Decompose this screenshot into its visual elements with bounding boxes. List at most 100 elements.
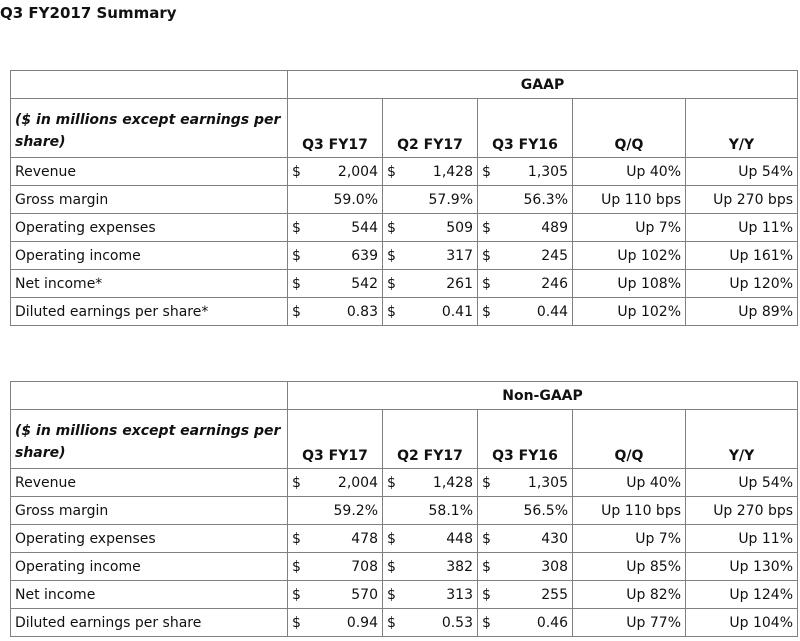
row-label: Operating expenses: [10, 524, 288, 553]
value: 261: [446, 275, 473, 292]
value: 245: [541, 247, 568, 264]
value: 382: [446, 558, 473, 575]
currency-symbol: $: [387, 474, 396, 491]
row-label: Gross margin: [10, 185, 288, 214]
currency-symbol: $: [387, 163, 396, 180]
value-cell: $0.41: [382, 297, 478, 326]
value-cell: 58.1%: [382, 496, 478, 525]
qq-change: Up 82%: [572, 580, 686, 609]
value: 448: [446, 530, 473, 547]
value: 544: [351, 219, 378, 236]
value: 58.1%: [428, 502, 473, 519]
table-row: Operating income $639 $317 $245 Up 102% Up 16…: [10, 241, 798, 270]
value: 57.9%: [428, 191, 473, 208]
row-label: Net income: [10, 580, 288, 609]
table-row: Operating income $708 $382 $308 Up 85% Up 130…: [10, 552, 799, 581]
value: 0.46: [536, 614, 568, 631]
row-label: Diluted earnings per share: [10, 608, 288, 637]
col-yy: Y/Y: [684, 409, 799, 469]
qq-change: Up 102%: [572, 297, 686, 326]
currency-symbol: $: [482, 474, 491, 491]
qq-change: Up 110 bps: [572, 496, 686, 525]
col-q2fy17: Q2 FY17: [382, 409, 478, 469]
table-row: Diluted earnings per share* $0.83 $0.41 $0.…: [10, 297, 798, 326]
value-cell: $1,305: [477, 157, 573, 186]
currency-symbol: $: [292, 530, 301, 547]
nongaap-heading: Non-GAAP: [286, 381, 799, 410]
value: 313: [446, 586, 473, 603]
yy-change: Up 270 bps: [684, 496, 799, 525]
value: 59.0%: [333, 191, 378, 208]
value-cell: $542: [287, 269, 383, 298]
yy-change: Up 270 bps: [685, 185, 798, 214]
value: 0.44: [536, 303, 568, 320]
value: 1,428: [432, 163, 473, 180]
value: 56.5%: [523, 502, 568, 519]
currency-symbol: $: [387, 303, 396, 320]
col-qq: Q/Q: [572, 409, 686, 469]
value-cell: 57.9%: [382, 185, 478, 214]
value: 246: [541, 275, 568, 292]
value: 56.3%: [523, 191, 568, 208]
currency-symbol: $: [387, 275, 396, 292]
value-cell: $448: [382, 524, 478, 553]
row-label: Gross margin: [10, 496, 288, 525]
qq-change: Up 102%: [572, 241, 686, 270]
value: 570: [351, 586, 378, 603]
yy-change: Up 11%: [684, 524, 799, 553]
row-label: Operating income: [10, 552, 288, 581]
table-row: Gross margin 59.2% 58.1% 56.5% Up 110 bps Up …: [10, 496, 799, 525]
currency-symbol: $: [292, 614, 301, 631]
currency-symbol: $: [292, 247, 301, 264]
value-cell: $245: [477, 241, 573, 270]
value: 317: [446, 247, 473, 264]
value-cell: $0.44: [477, 297, 573, 326]
value-cell: $2,004: [287, 157, 383, 186]
value-cell: $0.94: [287, 608, 383, 637]
table-row: Operating expenses $544 $509 $489 Up 7% Up 11…: [10, 213, 798, 242]
qq-change: Up 77%: [572, 608, 686, 637]
value-cell: $0.83: [287, 297, 383, 326]
currency-symbol: $: [387, 614, 396, 631]
value-cell: $2,004: [287, 468, 383, 497]
col-yy: Y/Y: [685, 98, 798, 158]
gaap-heading: GAAP: [287, 70, 798, 99]
nongaap-table: Non-GAAP ($ in millions except earnings …: [10, 381, 799, 637]
currency-symbol: $: [292, 586, 301, 603]
qq-change: Up 108%: [572, 269, 686, 298]
value-cell: $639: [287, 241, 383, 270]
value-cell: $0.53: [382, 608, 478, 637]
qq-change: Up 40%: [572, 468, 686, 497]
value-cell: $1,428: [382, 157, 478, 186]
qq-change: Up 7%: [572, 524, 686, 553]
row-label: Operating expenses: [10, 213, 288, 242]
value-cell: 59.0%: [287, 185, 383, 214]
qq-change: Up 40%: [572, 157, 686, 186]
yy-change: Up 130%: [684, 552, 799, 581]
currency-symbol: $: [482, 163, 491, 180]
value: 0.41: [441, 303, 473, 320]
value-cell: $246: [477, 269, 573, 298]
currency-symbol: $: [292, 163, 301, 180]
yy-change: Up 120%: [685, 269, 798, 298]
value-cell: $317: [382, 241, 478, 270]
currency-symbol: $: [387, 530, 396, 547]
currency-symbol: $: [482, 530, 491, 547]
value: 509: [446, 219, 473, 236]
value: 430: [541, 530, 568, 547]
yy-change: Up 54%: [684, 468, 799, 497]
value-cell: $478: [287, 524, 383, 553]
value: 0.83: [346, 303, 378, 320]
table-row: Net income $570 $313 $255 Up 82% Up 124%: [10, 580, 799, 609]
qq-change: Up 7%: [572, 213, 686, 242]
row-label: Operating income: [10, 241, 288, 270]
col-q3fy17: Q3 FY17: [287, 409, 383, 469]
col-qq: Q/Q: [572, 98, 686, 158]
value: 308: [541, 558, 568, 575]
currency-symbol: $: [482, 303, 491, 320]
value-cell: $708: [287, 552, 383, 581]
value-cell: $261: [382, 269, 478, 298]
currency-symbol: $: [292, 474, 301, 491]
value-cell: $0.46: [477, 608, 573, 637]
currency-symbol: $: [292, 558, 301, 575]
